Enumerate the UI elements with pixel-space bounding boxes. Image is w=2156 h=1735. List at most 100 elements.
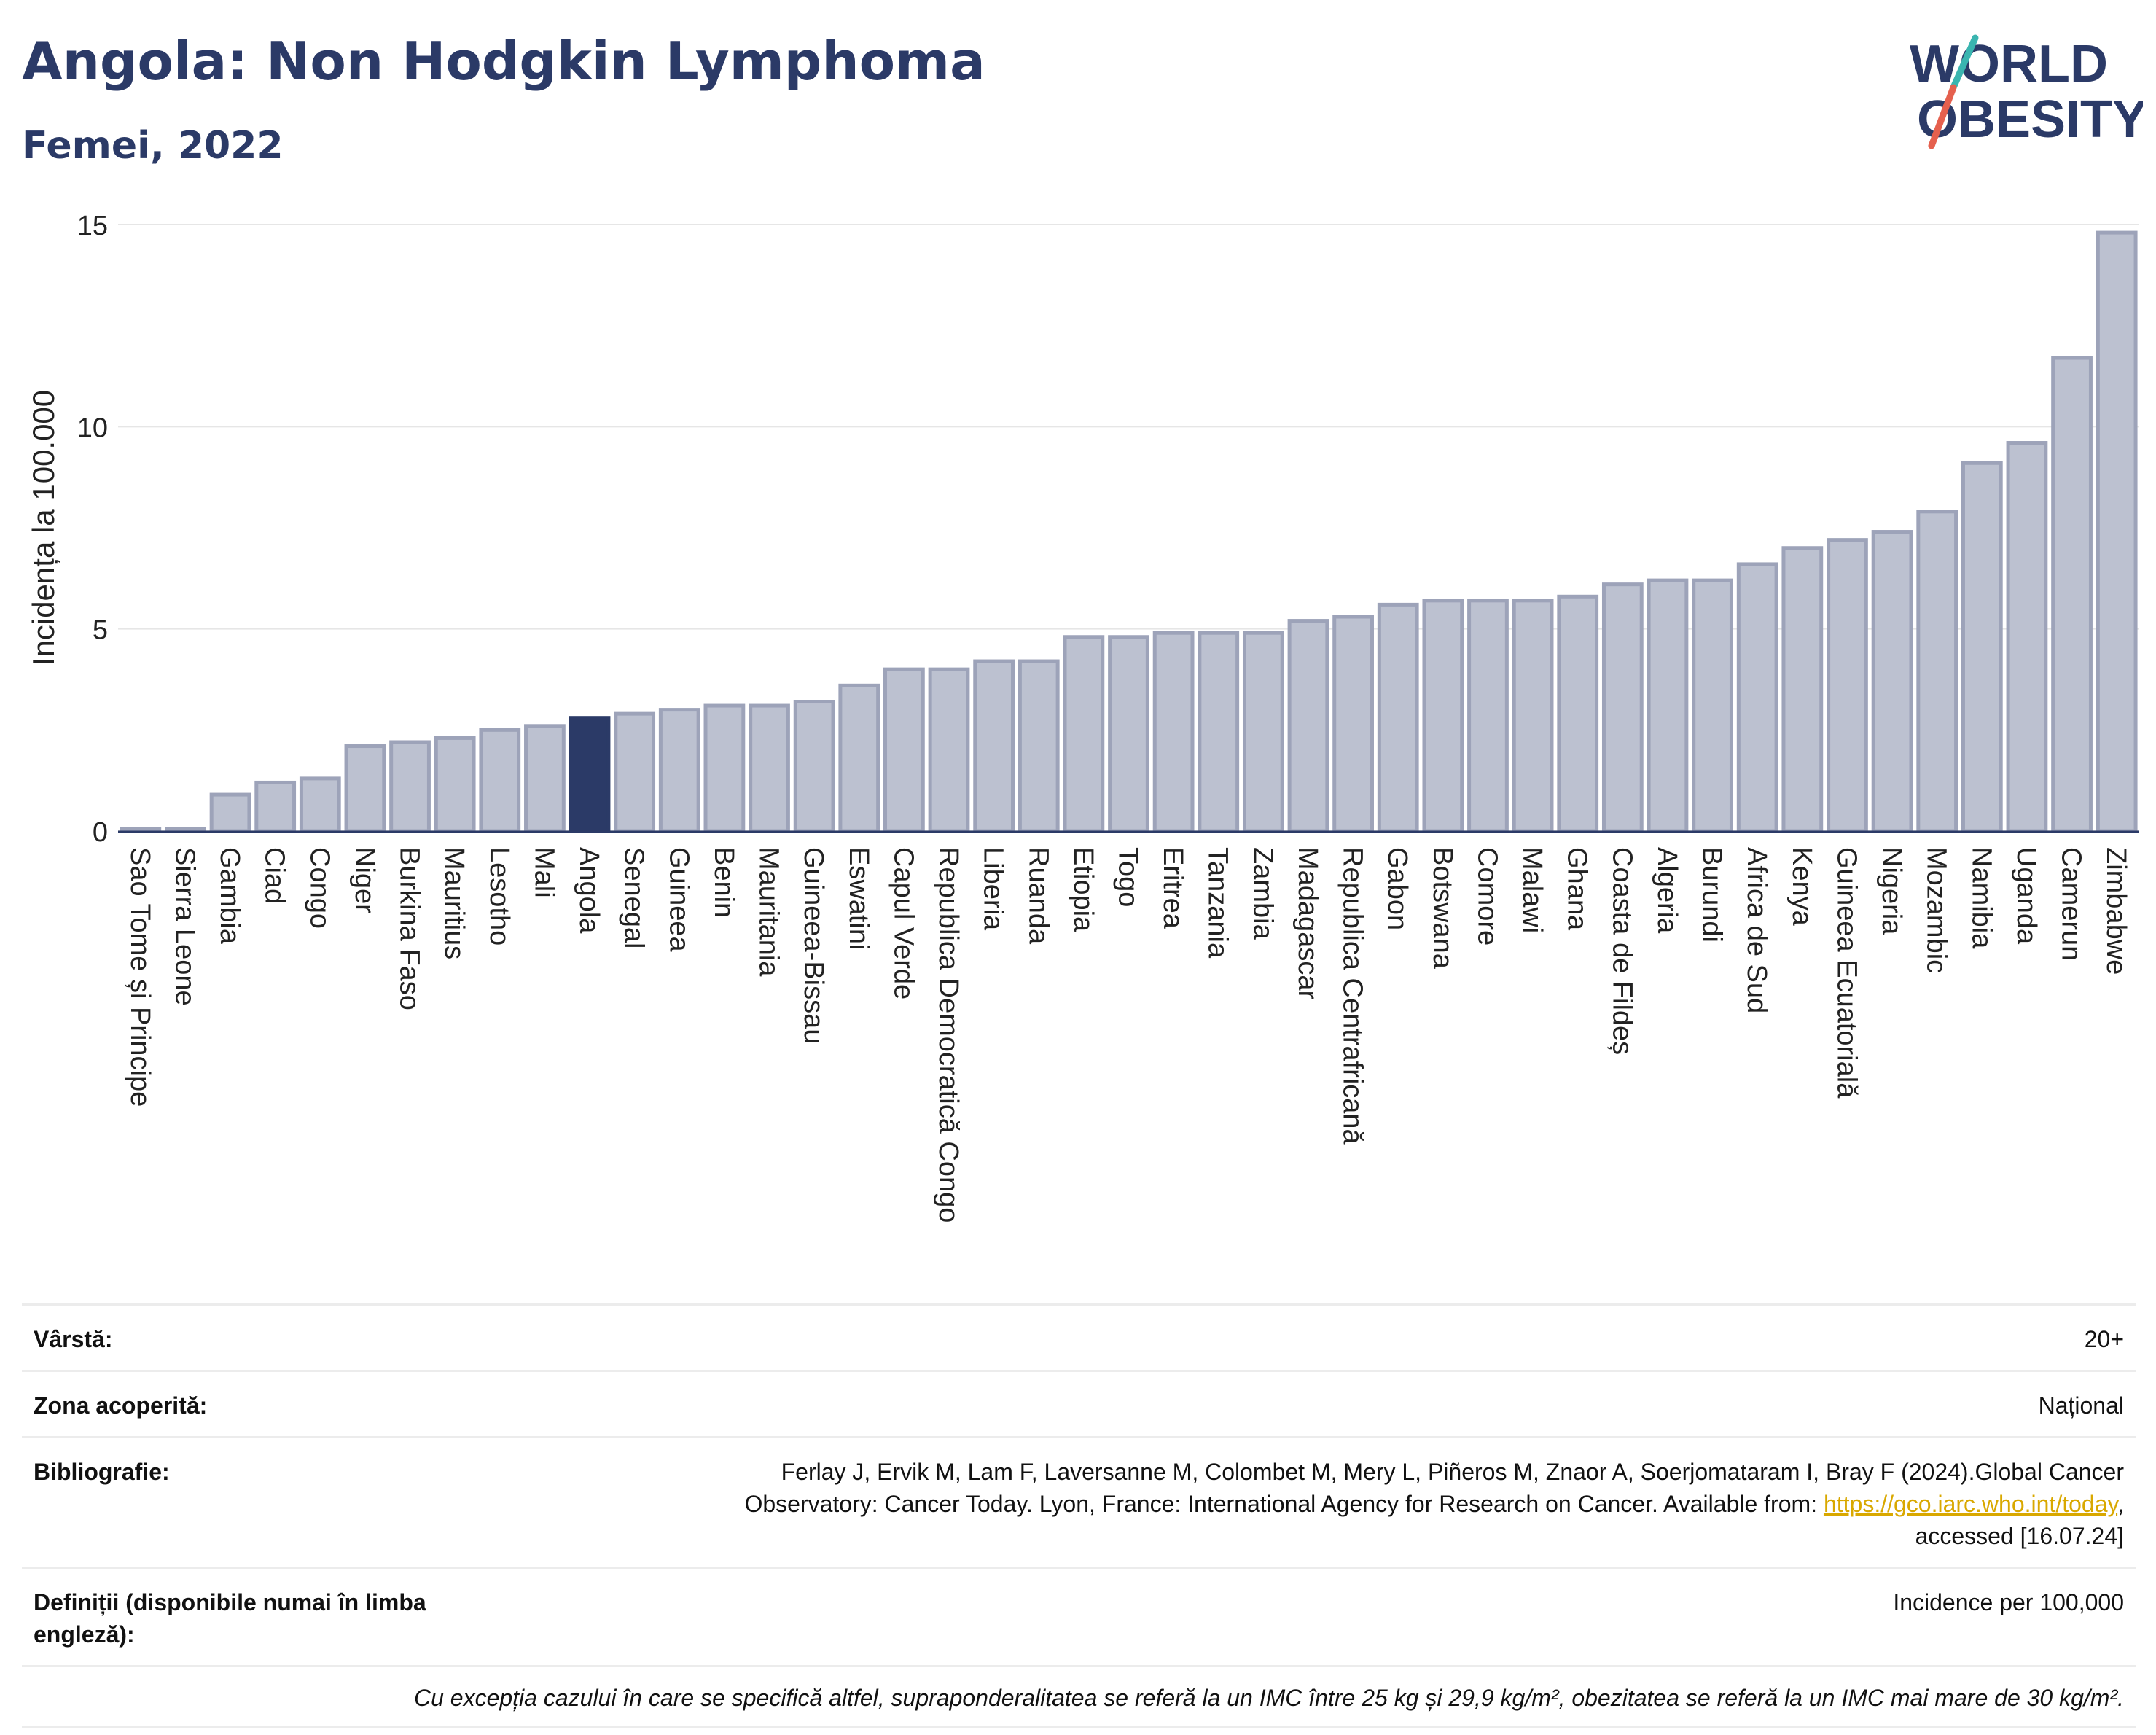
meta-row-age: Vârstă: 20+ bbox=[22, 1303, 2136, 1370]
logo-line2: OBESITY bbox=[1917, 90, 2143, 149]
bib-link[interactable]: https://gco.iarc.who.int/today bbox=[1823, 1491, 2118, 1517]
x-tick-label: Gabon bbox=[1382, 847, 1413, 930]
bar bbox=[1781, 546, 1824, 833]
meta-row-area: Zona acoperită: Național bbox=[22, 1370, 2136, 1436]
x-tick-label: Burkina Faso bbox=[394, 847, 425, 1010]
x-tick-label: Coasta de Fildeș bbox=[1606, 847, 1637, 1055]
bar bbox=[793, 700, 835, 833]
bar bbox=[1152, 631, 1195, 833]
bar bbox=[254, 780, 297, 833]
bar bbox=[524, 724, 566, 833]
bar bbox=[1242, 631, 1284, 833]
bib-text-2: Observatory: Cancer Today. Lyon, France:… bbox=[744, 1491, 1824, 1517]
bar bbox=[2006, 441, 2048, 833]
meta-bib-value: Ferlay J, Ervik M, Lam F, Laversanne M, … bbox=[500, 1456, 2124, 1552]
bar bbox=[1018, 659, 1060, 833]
bar bbox=[703, 703, 746, 833]
x-tick-label: Guineea-Bissau bbox=[798, 847, 829, 1044]
bar bbox=[389, 740, 431, 833]
x-tick-label: Guineea Ecuatorială bbox=[1831, 847, 1862, 1099]
x-tick-label: Eritrea bbox=[1157, 847, 1188, 929]
x-tick-label: Ciad bbox=[259, 847, 290, 904]
x-tick-label: Republica Centrafricană bbox=[1337, 847, 1368, 1145]
bar bbox=[838, 683, 880, 833]
x-tick-label: Namibia bbox=[1966, 847, 1996, 949]
bar bbox=[1557, 594, 1599, 833]
x-tick-label: Mali bbox=[528, 847, 559, 898]
y-tick-label: 10 bbox=[77, 413, 108, 443]
x-tick-label: Togo bbox=[1113, 847, 1144, 907]
x-tick-label: Guineea bbox=[663, 847, 694, 953]
bar bbox=[479, 728, 521, 833]
x-tick-label: Zimbabwe bbox=[2101, 847, 2131, 975]
bar bbox=[1198, 631, 1240, 833]
x-tick-label: Botswana bbox=[1427, 847, 1458, 970]
x-tick-label: Niger bbox=[349, 847, 380, 913]
bib-text-3: , bbox=[2117, 1491, 2124, 1517]
x-tick-label: Angola bbox=[574, 847, 604, 934]
meta-row-bibliography: Bibliografie: Ferlay J, Ervik M, Lam F, … bbox=[22, 1436, 2136, 1567]
bar bbox=[1332, 615, 1374, 833]
bar bbox=[1422, 599, 1464, 833]
meta-age-value: 20+ bbox=[2084, 1326, 2124, 1352]
x-tick-label: Sierra Leone bbox=[169, 847, 200, 1006]
meta-def-value: Incidence per 100,000 bbox=[1893, 1589, 2124, 1615]
chart-bars bbox=[120, 230, 2138, 833]
bib-text-1: Ferlay J, Ervik M, Lam F, Laversanne M, … bbox=[781, 1459, 2124, 1485]
x-tick-label: Etiopia bbox=[1068, 847, 1098, 932]
x-tick-label: Sao Tome și Principe bbox=[125, 847, 155, 1107]
bar bbox=[1916, 510, 1958, 833]
bar bbox=[658, 708, 700, 833]
x-tick-label: Mozambic bbox=[1921, 847, 1952, 973]
bar bbox=[1871, 530, 1913, 833]
x-tick-label: Ghana bbox=[1562, 847, 1593, 931]
bar bbox=[973, 659, 1015, 833]
x-tick-label: Camerun bbox=[2056, 847, 2087, 961]
meta-bib-label: Bibliografie: bbox=[34, 1459, 170, 1485]
bar bbox=[1512, 599, 1554, 833]
bar bbox=[299, 776, 341, 833]
x-tick-label: Congo bbox=[304, 847, 335, 929]
x-tick-label: Burundi bbox=[1697, 847, 1727, 943]
x-tick-labels: Sao Tome și Principe Sierra Leone Gambia Ci… bbox=[125, 847, 2131, 1223]
x-tick-label: Capul Verde bbox=[888, 847, 918, 999]
x-tick-label: Comore bbox=[1472, 847, 1502, 946]
meta-row-definitions: Definiții (disponibile numai în limba en… bbox=[22, 1567, 2136, 1665]
bar bbox=[1736, 562, 1778, 833]
bar bbox=[1467, 599, 1509, 833]
bar bbox=[1287, 619, 1329, 833]
metadata-table: Vârstă: 20+ Zona acoperită: Național Bib… bbox=[22, 1303, 2136, 1728]
world-obesity-logo: WORLD OBESITY bbox=[1910, 34, 2143, 149]
bar bbox=[1692, 578, 1733, 833]
x-tick-label: Africa de Sud bbox=[1741, 847, 1772, 1013]
bar bbox=[344, 744, 386, 833]
x-tick-label: Liberia bbox=[978, 847, 1009, 931]
y-tick-label: 0 bbox=[93, 817, 108, 848]
x-tick-label: Kenya bbox=[1786, 847, 1817, 927]
x-tick-label: Nigeria bbox=[1876, 847, 1907, 935]
page-subtitle: Femei, 2022 bbox=[22, 124, 284, 168]
meta-note: Cu excepția cazului în care se specifică… bbox=[413, 1685, 2124, 1711]
logo-slash-teal bbox=[1950, 34, 1979, 91]
meta-area-value: Național bbox=[2038, 1392, 2124, 1419]
x-tick-label: Eswatini bbox=[843, 847, 874, 951]
meta-age-label: Vârstă: bbox=[34, 1326, 113, 1352]
bib-text-4: accessed [16.07.24] bbox=[1915, 1523, 2124, 1549]
x-tick-label: Mauritius bbox=[439, 847, 469, 959]
y-tick-label: 15 bbox=[77, 211, 108, 241]
bar bbox=[434, 736, 476, 833]
x-tick-label: Benin bbox=[708, 847, 739, 918]
bar-chart: 0 5 10 15 Sao Tome și Principe Sierra Leone G… bbox=[26, 211, 2139, 1223]
x-tick-label: Lesotho bbox=[484, 847, 515, 946]
bar bbox=[1647, 578, 1689, 833]
x-tick-label: Tanzania bbox=[1203, 847, 1233, 959]
x-tick-label: Madagascar bbox=[1292, 847, 1323, 999]
bar bbox=[1377, 602, 1419, 833]
x-tick-label: Algeria bbox=[1652, 847, 1682, 934]
x-tick-label: Uganda bbox=[2011, 847, 2042, 945]
bar bbox=[749, 703, 790, 833]
bar bbox=[2051, 356, 2093, 833]
x-tick-label: Gambia bbox=[214, 847, 245, 945]
bar bbox=[1961, 461, 2003, 833]
page-title: Angola: Non Hodgkin Lymphoma bbox=[22, 31, 985, 92]
